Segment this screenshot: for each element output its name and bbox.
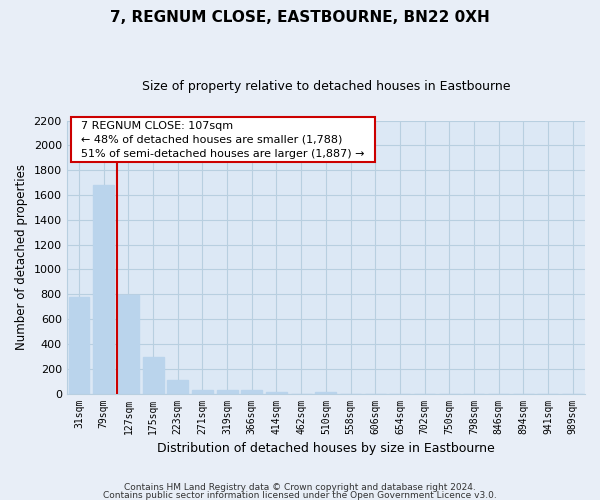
Bar: [192, 390, 213, 394]
Bar: [266, 392, 287, 394]
Bar: [143, 357, 164, 394]
Text: Contains public sector information licensed under the Open Government Licence v3: Contains public sector information licen…: [103, 491, 497, 500]
Bar: [93, 185, 114, 394]
Text: 7 REGNUM CLOSE: 107sqm  
  ← 48% of detached houses are smaller (1,788)  
  51% : 7 REGNUM CLOSE: 107sqm ← 48% of detached…: [74, 120, 372, 158]
X-axis label: Distribution of detached houses by size in Eastbourne: Distribution of detached houses by size …: [157, 442, 495, 455]
Bar: [68, 297, 89, 394]
Y-axis label: Number of detached properties: Number of detached properties: [15, 164, 28, 350]
Text: 7, REGNUM CLOSE, EASTBOURNE, BN22 0XH: 7, REGNUM CLOSE, EASTBOURNE, BN22 0XH: [110, 10, 490, 25]
Text: Contains HM Land Registry data © Crown copyright and database right 2024.: Contains HM Land Registry data © Crown c…: [124, 484, 476, 492]
Bar: [167, 380, 188, 394]
Bar: [241, 390, 262, 394]
Title: Size of property relative to detached houses in Eastbourne: Size of property relative to detached ho…: [142, 80, 510, 93]
Bar: [217, 390, 238, 394]
Bar: [118, 295, 139, 394]
Bar: [316, 392, 337, 394]
